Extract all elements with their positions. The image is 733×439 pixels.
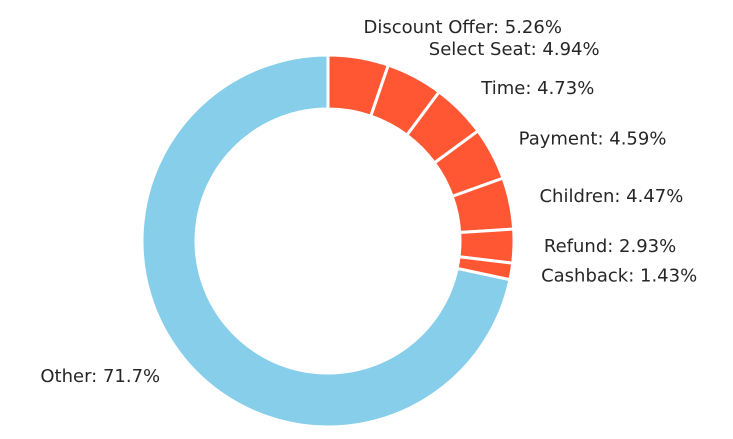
slice-label-cashback: Cashback: 1.43% bbox=[541, 265, 697, 286]
donut-slice-other bbox=[140, 53, 512, 429]
slice-labels: Discount Offer: 5.26%Select Seat: 4.94% T… bbox=[40, 17, 697, 387]
slice-label-payment: Payment: 4.59% bbox=[519, 129, 667, 150]
donut-slices bbox=[140, 53, 516, 429]
slice-label-select-seat: Select Seat: 4.94% bbox=[429, 39, 600, 60]
slice-label-time: Time: 4.73% bbox=[480, 78, 594, 99]
slice-label-discount-offer: Discount Offer: 5.26% bbox=[364, 17, 562, 38]
slice-label-refund: Refund: 2.93% bbox=[544, 236, 676, 257]
slice-label-children: Children: 4.47% bbox=[539, 186, 683, 207]
slice-label-other: Other: 71.7% bbox=[40, 366, 160, 387]
